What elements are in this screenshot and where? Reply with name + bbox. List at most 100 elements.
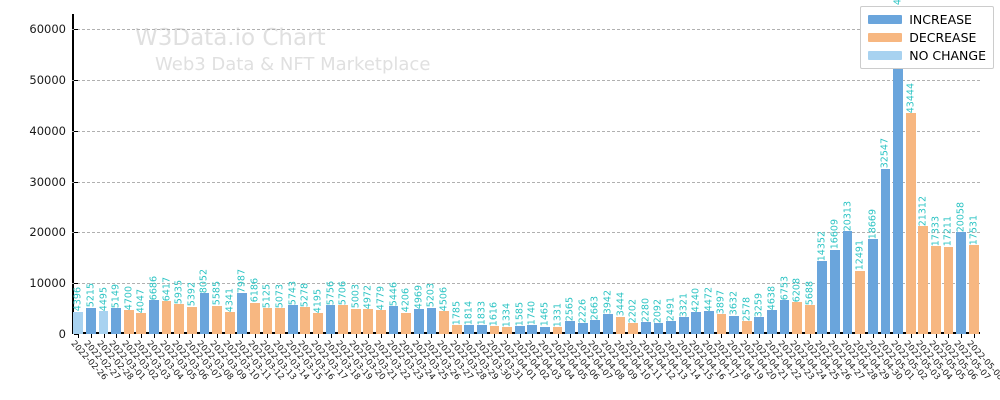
bar[interactable]: 2280 bbox=[640, 14, 653, 334]
bar[interactable]: 62444 bbox=[892, 0, 905, 334]
bar[interactable]: 5743 bbox=[286, 14, 299, 334]
y-tick-mark bbox=[74, 283, 78, 285]
bar[interactable]: 20058 bbox=[955, 14, 968, 334]
bar-value-label: 4700 bbox=[122, 285, 134, 311]
x-tick-mark bbox=[973, 334, 975, 338]
bar[interactable]: 6208 bbox=[791, 14, 804, 334]
x-tick-mark bbox=[330, 334, 332, 338]
bar-rect: 1585 bbox=[514, 302, 525, 334]
bar[interactable]: 4495 bbox=[97, 14, 110, 334]
bar-rect: 5706 bbox=[337, 281, 348, 334]
bar[interactable]: 1740 bbox=[526, 14, 539, 334]
bar[interactable]: 17211 bbox=[942, 14, 955, 334]
bar[interactable]: 1585 bbox=[513, 14, 526, 334]
bar[interactable]: 4047 bbox=[135, 14, 148, 334]
bar[interactable]: 5585 bbox=[211, 14, 224, 334]
bar[interactable]: 3321 bbox=[677, 14, 690, 334]
bar[interactable]: 3942 bbox=[602, 14, 615, 334]
bar[interactable]: 5935 bbox=[173, 14, 186, 334]
bar-rect: 14352 bbox=[817, 231, 828, 334]
bar[interactable]: 17531 bbox=[967, 14, 980, 334]
bar[interactable]: 6753 bbox=[778, 14, 791, 334]
bar-rect: 21312 bbox=[917, 196, 928, 334]
bar-rect: 12491 bbox=[854, 240, 865, 334]
bar[interactable]: 6186 bbox=[249, 14, 262, 334]
bar[interactable]: 14352 bbox=[816, 14, 829, 334]
bar[interactable]: 43444 bbox=[904, 14, 917, 334]
bar[interactable]: 4396 bbox=[72, 14, 85, 334]
bar[interactable]: 2578 bbox=[740, 14, 753, 334]
bar[interactable]: 17333 bbox=[930, 14, 943, 334]
bar[interactable]: 4969 bbox=[413, 14, 426, 334]
bar[interactable]: 2565 bbox=[564, 14, 577, 334]
bar[interactable]: 5688 bbox=[803, 14, 816, 334]
bar[interactable]: 4240 bbox=[690, 14, 703, 334]
bar[interactable]: 1833 bbox=[476, 14, 489, 334]
bar[interactable]: 4506 bbox=[438, 14, 451, 334]
bar[interactable]: 6686 bbox=[148, 14, 161, 334]
bar-rect: 6753 bbox=[779, 276, 790, 334]
bar[interactable]: 4638 bbox=[766, 14, 779, 334]
bar[interactable]: 5125 bbox=[261, 14, 274, 334]
bar[interactable]: 1785 bbox=[450, 14, 463, 334]
bar[interactable]: 5278 bbox=[299, 14, 312, 334]
bar[interactable]: 5149 bbox=[110, 14, 123, 334]
bar[interactable]: 4195 bbox=[312, 14, 325, 334]
legend-item-increase[interactable]: INCREASE bbox=[868, 12, 986, 27]
x-tick-mark bbox=[128, 334, 130, 338]
bar[interactable]: 3259 bbox=[753, 14, 766, 334]
x-tick-mark bbox=[544, 334, 546, 338]
bar[interactable]: 2226 bbox=[576, 14, 589, 334]
bar[interactable]: 6417 bbox=[160, 14, 173, 334]
bar[interactable]: 2491 bbox=[665, 14, 678, 334]
bar[interactable]: 1334 bbox=[501, 14, 514, 334]
bar[interactable]: 20313 bbox=[841, 14, 854, 334]
bar-rect: 3259 bbox=[754, 293, 765, 334]
x-tick-mark bbox=[469, 334, 471, 338]
legend-swatch-increase bbox=[868, 15, 903, 24]
bar[interactable]: 16609 bbox=[829, 14, 842, 334]
legend-item-decrease[interactable]: DECREASE bbox=[868, 30, 986, 45]
bar[interactable]: 8052 bbox=[198, 14, 211, 334]
bar[interactable]: 3897 bbox=[715, 14, 728, 334]
gridline bbox=[72, 29, 980, 31]
bar[interactable]: 2202 bbox=[627, 14, 640, 334]
x-tick-mark bbox=[910, 334, 912, 338]
bar[interactable]: 4472 bbox=[703, 14, 716, 334]
bar-value-label: 4495 bbox=[97, 286, 109, 312]
bar[interactable]: 5003 bbox=[349, 14, 362, 334]
bar[interactable]: 1616 bbox=[488, 14, 501, 334]
bar-rect: 5585 bbox=[211, 281, 222, 334]
bar[interactable]: 32547 bbox=[879, 14, 892, 334]
bar[interactable]: 1465 bbox=[539, 14, 552, 334]
bar[interactable]: 3444 bbox=[614, 14, 627, 334]
bar-value-label: 2280 bbox=[640, 298, 652, 323]
bar[interactable]: 5706 bbox=[337, 14, 350, 334]
bar-rect: 17531 bbox=[968, 215, 979, 334]
bar[interactable]: 7987 bbox=[236, 14, 249, 334]
bar[interactable]: 4341 bbox=[223, 14, 236, 334]
bar[interactable]: 1814 bbox=[463, 14, 476, 334]
bar-rect: 3632 bbox=[728, 291, 739, 334]
bar[interactable]: 4206 bbox=[400, 14, 413, 334]
bar[interactable]: 2663 bbox=[589, 14, 602, 334]
bar[interactable]: 12491 bbox=[854, 14, 867, 334]
bar[interactable]: 18669 bbox=[867, 14, 880, 334]
bar[interactable]: 4972 bbox=[362, 14, 375, 334]
bar[interactable]: 5203 bbox=[425, 14, 438, 334]
bar[interactable]: 1331 bbox=[551, 14, 564, 334]
bar[interactable]: 2092 bbox=[652, 14, 665, 334]
bar[interactable]: 5756 bbox=[324, 14, 337, 334]
bar[interactable]: 5215 bbox=[85, 14, 98, 334]
bar[interactable]: 3632 bbox=[728, 14, 741, 334]
bar[interactable]: 4779 bbox=[375, 14, 388, 334]
bar[interactable]: 5073 bbox=[274, 14, 287, 334]
bar-value-label: 5585 bbox=[211, 281, 223, 306]
x-tick-mark bbox=[708, 334, 710, 338]
bar[interactable]: 5446 bbox=[387, 14, 400, 334]
x-tick-mark bbox=[784, 334, 786, 338]
bar[interactable]: 5392 bbox=[186, 14, 199, 334]
bar[interactable]: 21312 bbox=[917, 14, 930, 334]
legend-item-no-change[interactable]: NO CHANGE bbox=[868, 48, 986, 63]
bar[interactable]: 4700 bbox=[122, 14, 135, 334]
